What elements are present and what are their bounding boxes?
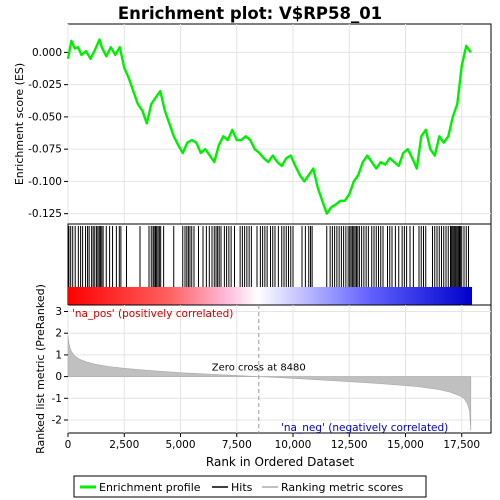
x-tick-label: 12,500 bbox=[331, 439, 368, 451]
x-axis-label: Rank in Ordered Dataset bbox=[206, 455, 354, 469]
zero-cross-label: Zero cross at 8480 bbox=[212, 363, 306, 374]
rank-y-tick-label: 2 bbox=[55, 328, 62, 340]
es-y-tick-label: -0.050 bbox=[28, 111, 62, 123]
legend-hits-label: Hits bbox=[231, 481, 253, 494]
legend-enrichment-label: Enrichment profile bbox=[99, 481, 201, 494]
rank-y-tick-label: 1 bbox=[55, 349, 62, 361]
x-tick-label: 10,000 bbox=[275, 439, 312, 451]
chart-title: Enrichment plot: V$RP58_01 bbox=[118, 4, 382, 23]
x-tick-label: 15,000 bbox=[387, 439, 424, 451]
legend-box bbox=[73, 475, 427, 498]
na-pos-label: 'na_pos' (positively correlated) bbox=[72, 308, 233, 320]
rank-y-tick-label: 3 bbox=[55, 306, 62, 318]
es-y-tick-label: -0.025 bbox=[28, 79, 62, 91]
es-y-axis-label: Enrichment score (ES) bbox=[13, 63, 26, 185]
legend-ranking-label: Ranking metric scores bbox=[281, 481, 403, 494]
rank-y-tick-label: 0 bbox=[55, 371, 62, 383]
es-y-tick-label: -0.125 bbox=[28, 208, 62, 220]
x-tick-label: 5,000 bbox=[165, 439, 195, 451]
x-tick-label: 17,500 bbox=[443, 439, 480, 451]
es-y-tick-label: 0.000 bbox=[32, 47, 62, 59]
ranking-metric-area bbox=[67, 335, 472, 431]
es-y-tick-label: -0.075 bbox=[28, 144, 62, 156]
rank-color-bar bbox=[68, 287, 472, 305]
rank-y-tick-label: -1 bbox=[52, 393, 62, 405]
x-tick-label: 2,500 bbox=[109, 439, 139, 451]
x-tick-label: 0 bbox=[65, 439, 72, 451]
rank-y-tick-label: -2 bbox=[52, 414, 62, 426]
es-y-tick-label: -0.100 bbox=[28, 176, 62, 188]
enrichment-profile-line bbox=[66, 38, 472, 215]
rank-y-axis-label: Ranked list metric (PreRanked) bbox=[34, 284, 47, 454]
rank-metric-panel-frame bbox=[67, 304, 492, 434]
na-neg-label: 'na_neg' (negatively correlated) bbox=[281, 422, 448, 434]
es-panel-frame bbox=[67, 23, 492, 225]
x-tick-label: 7,500 bbox=[222, 439, 252, 451]
